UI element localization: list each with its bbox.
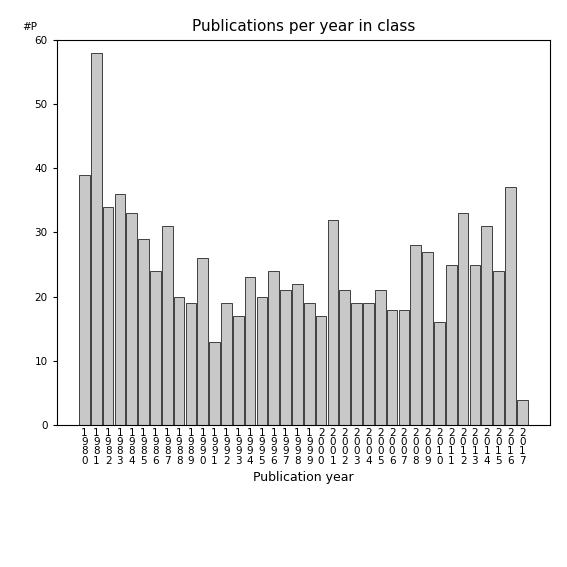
X-axis label: Publication year: Publication year [253,471,354,484]
Bar [245,277,255,425]
Bar [103,207,113,425]
Bar [517,400,527,425]
Bar [352,303,362,425]
Bar [280,290,291,425]
Bar [221,303,232,425]
Bar [446,265,456,425]
Bar [458,213,468,425]
Bar [209,342,220,425]
Bar [340,290,350,425]
Bar [481,226,492,425]
Bar [363,303,374,425]
Text: #P: #P [22,22,37,32]
Bar [126,213,137,425]
Bar [304,303,315,425]
Bar [434,323,445,425]
Bar [328,219,338,425]
Bar [469,265,480,425]
Bar [422,252,433,425]
Bar [79,175,90,425]
Bar [115,194,125,425]
Bar [411,246,421,425]
Bar [138,239,149,425]
Bar [233,316,244,425]
Bar [316,316,327,425]
Bar [387,310,397,425]
Bar [292,284,303,425]
Bar [174,297,184,425]
Bar [91,53,101,425]
Bar [257,297,267,425]
Bar [185,303,196,425]
Bar [399,310,409,425]
Bar [162,226,172,425]
Bar [197,258,208,425]
Bar [493,271,504,425]
Title: Publications per year in class: Publications per year in class [192,19,415,35]
Bar [505,188,516,425]
Bar [375,290,386,425]
Bar [268,271,279,425]
Bar [150,271,161,425]
